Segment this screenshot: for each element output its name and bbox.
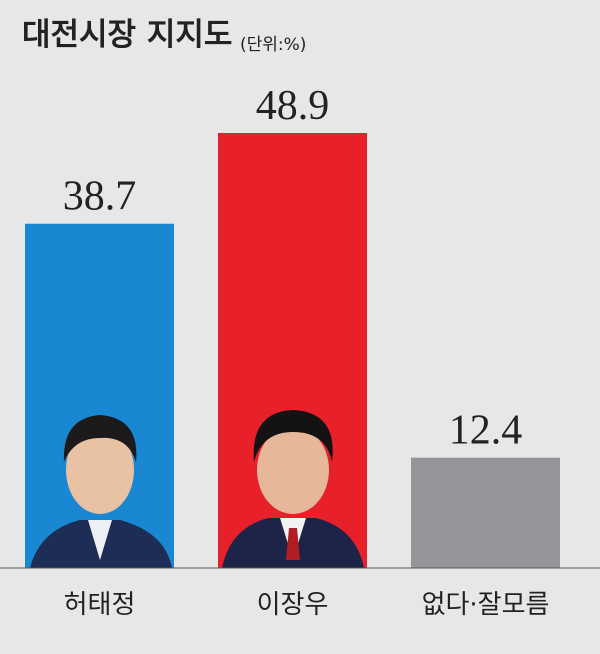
value-label: 48.9	[256, 83, 330, 129]
bar	[411, 457, 560, 568]
x-tick-label: 허태정	[64, 590, 136, 620]
bar	[25, 223, 174, 568]
portraits	[30, 410, 364, 568]
portrait	[222, 410, 364, 568]
value-label: 38.7	[63, 174, 137, 220]
x-tick-label: 없다·잘모름	[422, 590, 550, 620]
value-label: 12.4	[449, 408, 523, 454]
chart-title: 대전시장 지지도	[22, 17, 232, 53]
x-tick-label: 이장우	[257, 590, 329, 620]
chart-subtitle: (단위:%)	[240, 35, 306, 55]
portrait	[30, 415, 172, 568]
